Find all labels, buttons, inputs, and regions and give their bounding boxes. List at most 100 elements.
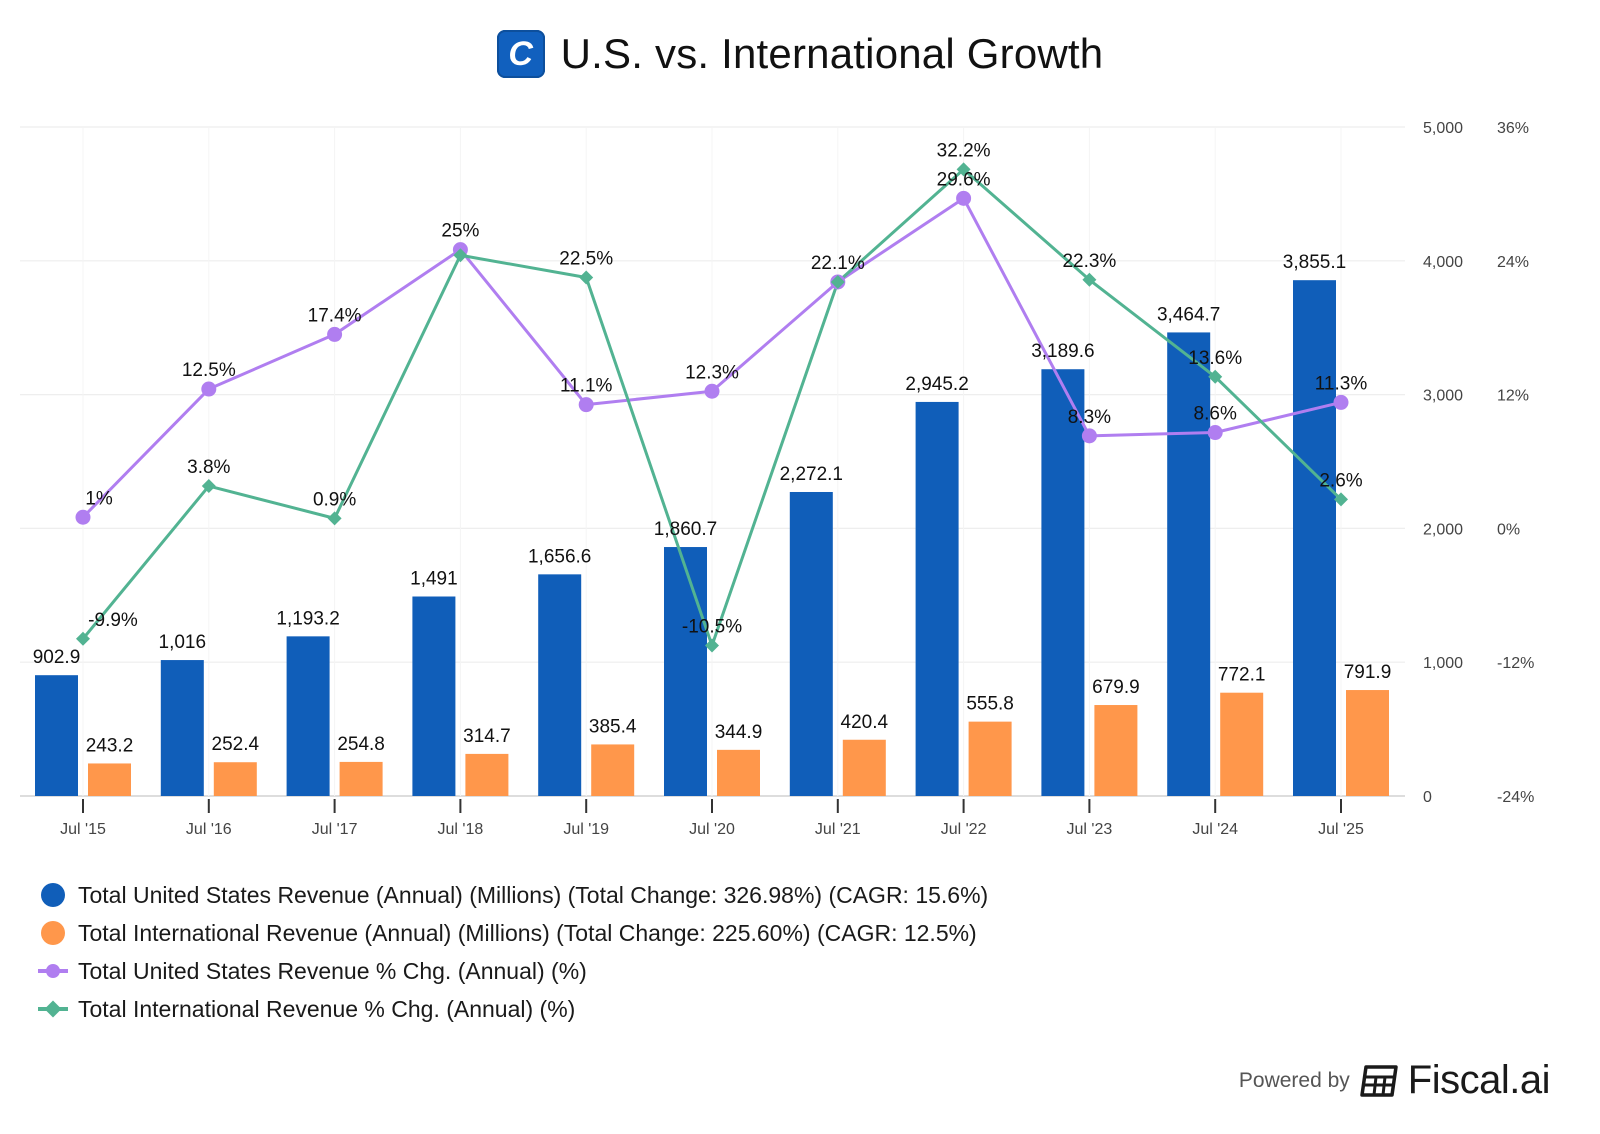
data-label-intl-revenue: 772.1 <box>1218 665 1266 686</box>
data-label-us-pct-change: 8.6% <box>1194 404 1237 425</box>
x-axis-tick-label: Jul '22 <box>941 821 987 838</box>
data-label-us-revenue: 1,491 <box>410 569 458 590</box>
bar-us-revenue <box>35 675 78 796</box>
marker-intl-pct-change <box>327 511 342 526</box>
bar-us-revenue <box>1293 280 1336 796</box>
data-label-us-revenue: 3,464.7 <box>1157 304 1220 325</box>
left-axis-tick-label: 1,000 <box>1423 655 1463 672</box>
marker-us-pct-change <box>327 326 343 342</box>
data-label-intl-revenue: 420.4 <box>841 712 889 733</box>
left-axis-tick-label: 3,000 <box>1423 388 1463 405</box>
data-label-us-revenue: 2,945.2 <box>905 374 968 395</box>
data-label-us-revenue: 3,855.1 <box>1283 252 1346 273</box>
data-label-us-revenue: 2,272.1 <box>780 464 843 485</box>
right-axis-tick-label: -12% <box>1497 655 1534 672</box>
bar-us-revenue <box>160 660 204 796</box>
data-label-us-pct-change: 29.6% <box>937 169 991 190</box>
x-axis-tick-label: Jul '24 <box>1192 821 1238 838</box>
legend-circle-icon <box>41 921 65 945</box>
data-label-intl-pct-change: 0.9% <box>313 489 356 510</box>
data-label-us-pct-change: 12.5% <box>182 360 236 381</box>
marker-intl-pct-change <box>705 638 719 653</box>
left-axis-tick-label: 2,000 <box>1423 521 1463 538</box>
bar-intl-revenue <box>591 744 635 796</box>
bar-us-revenue <box>1167 332 1211 796</box>
data-label-intl-pct-change: -10.5% <box>682 616 742 637</box>
data-label-intl-revenue: 252.4 <box>212 734 260 755</box>
fiscal-brand-name: Fiscal.ai <box>1407 1058 1551 1102</box>
bar-us-revenue <box>1041 369 1085 796</box>
legend-label: Total International Revenue % Chg. (Annu… <box>78 995 576 1022</box>
x-axis-tick-label: Jul '16 <box>186 821 232 838</box>
data-label-us-revenue: 902.9 <box>33 647 81 668</box>
bar-us-revenue <box>538 574 582 796</box>
x-axis-tick-label: Jul '25 <box>1318 821 1364 838</box>
bar-us-revenue <box>664 547 707 796</box>
legend-item-intl-revenue[interactable]: Total International Revenue (Annual) (Mi… <box>38 914 988 952</box>
data-label-us-pct-change: 1% <box>85 488 113 509</box>
legend-item-intl-pct-change[interactable]: Total International Revenue % Chg. (Annu… <box>38 990 988 1028</box>
marker-intl-pct-change <box>1208 369 1223 384</box>
x-axis-tick-label: Jul '20 <box>689 821 735 838</box>
bar-intl-revenue <box>1094 705 1138 796</box>
bar-us-revenue <box>286 636 330 796</box>
legend-item-us-pct-change[interactable]: Total United States Revenue % Chg. (Annu… <box>38 952 988 990</box>
bar-intl-revenue <box>842 739 886 796</box>
bar-intl-revenue <box>339 761 383 796</box>
bar-intl-revenue <box>1346 690 1389 796</box>
combo-chart: 0 1,000 2,000 3,000 4,000 5,000 -24% -12% 0% 12% 2… <box>20 120 1534 838</box>
data-label-intl-pct-change: 3.8% <box>187 457 230 478</box>
marker-intl-pct-change <box>1082 272 1097 287</box>
chart-header: C U.S. vs. International Growth <box>0 30 1600 78</box>
marker-intl-pct-change <box>579 270 594 285</box>
bar-us-revenue <box>412 596 456 796</box>
right-axis-tick-label: 12% <box>1497 388 1529 405</box>
legend-label: Total United States Revenue % Chg. (Annu… <box>78 957 587 984</box>
fiscal-logo-icon <box>1360 1064 1398 1097</box>
bar-intl-revenue <box>968 721 1012 796</box>
data-label-us-pct-change: 11.3% <box>1315 373 1368 394</box>
x-axis-tick-label: Jul '18 <box>438 821 484 838</box>
data-label-intl-revenue: 254.8 <box>337 734 385 755</box>
chart-legend: Total United States Revenue (Annual) (Mi… <box>38 876 988 1028</box>
data-label-intl-pct-change: 2.6% <box>1319 470 1362 491</box>
data-label-intl-revenue: 243.2 <box>86 735 134 756</box>
data-label-intl-revenue: 314.7 <box>463 726 511 747</box>
marker-us-pct-change <box>578 397 594 413</box>
bar-intl-revenue <box>717 749 760 796</box>
marker-intl-pct-change <box>76 631 90 646</box>
data-label-us-pct-change: 17.4% <box>308 305 362 326</box>
data-label-us-pct-change: 22.1% <box>811 253 865 274</box>
legend-circle-marker-icon <box>46 964 60 978</box>
right-axis-tick-label: 0% <box>1497 521 1520 538</box>
footer-attribution: Powered by Fiscal.ai <box>1238 1058 1551 1103</box>
data-label-us-revenue: 1,656.6 <box>528 546 591 567</box>
left-axis-tick-label: 0 <box>1423 789 1432 806</box>
bar-intl-revenue <box>88 763 131 796</box>
data-label-us-pct-change: 25% <box>441 221 479 242</box>
marker-intl-pct-change <box>1334 492 1348 507</box>
x-axis-tick-label: Jul '21 <box>815 821 861 838</box>
legend-item-us-revenue[interactable]: Total United States Revenue (Annual) (Mi… <box>38 876 988 914</box>
data-label-us-revenue: 1,193.2 <box>276 608 339 629</box>
data-label-intl-revenue: 791.9 <box>1344 662 1392 683</box>
marker-us-pct-change <box>1207 425 1223 441</box>
legend-label: Total United States Revenue (Annual) (Mi… <box>78 881 989 908</box>
data-label-intl-revenue: 344.9 <box>715 722 763 743</box>
data-label-intl-revenue: 679.9 <box>1092 677 1140 698</box>
x-axis-tick-label: Jul '17 <box>312 821 358 838</box>
powered-by-text: Powered by <box>1238 1068 1350 1092</box>
data-label-us-revenue: 1,860.7 <box>654 519 717 540</box>
left-axis-tick-label: 4,000 <box>1423 254 1463 271</box>
data-label-us-pct-change: 12.3% <box>685 362 739 383</box>
bar-intl-revenue <box>213 762 257 796</box>
bar-intl-revenue <box>1220 692 1264 796</box>
data-label-us-pct-change: 8.3% <box>1068 407 1111 428</box>
data-label-us-revenue: 1,016 <box>159 632 207 653</box>
data-label-intl-pct-change: -9.9% <box>88 610 138 631</box>
marker-intl-pct-change <box>201 479 216 494</box>
bar-us-revenue <box>789 491 833 796</box>
marker-intl-pct-change <box>830 274 845 289</box>
legend-diamond-marker-icon <box>44 1000 62 1018</box>
x-axis-tick-label: Jul '19 <box>563 821 609 838</box>
